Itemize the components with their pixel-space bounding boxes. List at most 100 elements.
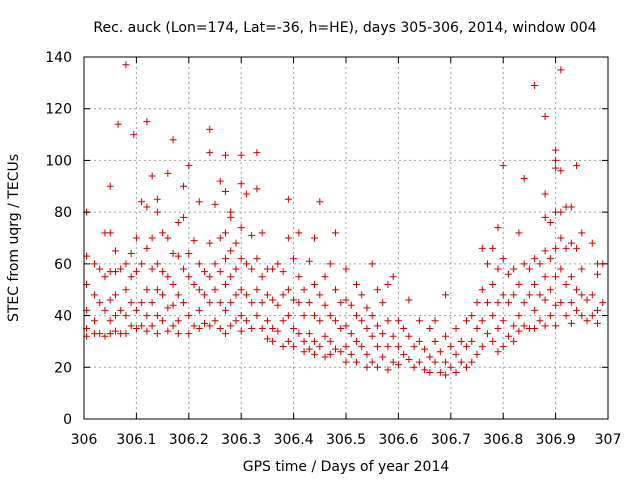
data-point (232, 291, 240, 299)
data-point (358, 291, 366, 299)
data-point (326, 260, 334, 268)
data-point (284, 312, 292, 320)
data-point (274, 260, 282, 268)
data-point (447, 363, 455, 371)
data-point (379, 330, 387, 338)
data-point (290, 325, 298, 332)
data-point (352, 358, 360, 366)
data-point (384, 317, 392, 325)
data-point (284, 286, 292, 294)
data-point (546, 255, 554, 263)
data-point (316, 317, 324, 325)
data-point (499, 343, 507, 351)
data-point (284, 337, 292, 345)
data-point (148, 322, 156, 330)
data-point (478, 317, 486, 325)
data-point (232, 265, 240, 273)
data-point (415, 337, 423, 345)
data-point (368, 312, 376, 320)
data-point (531, 325, 539, 332)
data-point (274, 327, 282, 335)
data-point (185, 273, 193, 281)
data-point (164, 327, 172, 335)
data-point (159, 229, 167, 237)
data-point (237, 312, 245, 320)
data-point (174, 317, 182, 325)
data-point (504, 332, 512, 340)
data-point (594, 319, 602, 327)
data-point (190, 281, 198, 289)
x-tick-label: 306.8 (483, 432, 523, 448)
data-point (258, 325, 266, 332)
data-point (305, 330, 313, 338)
data-point (148, 234, 156, 242)
data-point (111, 247, 119, 255)
data-point (195, 286, 203, 294)
data-point (190, 322, 198, 330)
tick-labels: 306 306.1 306.2 306.3 306.4 306.5 306.6 306.7 30… (45, 50, 621, 448)
data-point (541, 112, 549, 120)
data-point (127, 273, 135, 281)
data-point (594, 270, 602, 278)
data-point (394, 343, 402, 351)
x-tick-label: 306.4 (274, 432, 314, 448)
data-point (578, 265, 586, 273)
data-point (494, 265, 502, 273)
data-point (90, 260, 98, 268)
y-axis-label: STEC from uqrg / TECUs (6, 154, 22, 322)
data-point (153, 312, 161, 320)
data-point (332, 286, 340, 294)
data-point (180, 265, 188, 273)
data-point (536, 291, 544, 299)
data-point (321, 353, 329, 361)
data-point (237, 151, 245, 159)
data-point (101, 306, 109, 314)
data-point (269, 337, 277, 345)
data-point (227, 273, 235, 281)
data-point (269, 265, 277, 273)
data-point (295, 229, 303, 237)
data-point (321, 273, 329, 281)
data-point (483, 260, 491, 268)
data-point (483, 299, 491, 307)
data-point (478, 244, 486, 252)
data-point (442, 332, 450, 340)
data-point (394, 317, 402, 325)
data-point (504, 270, 512, 278)
data-point (400, 350, 408, 358)
data-point (169, 136, 177, 144)
data-point (599, 299, 607, 307)
data-point (489, 337, 497, 345)
data-point (442, 371, 450, 379)
data-point (447, 343, 455, 351)
data-point (557, 265, 565, 273)
data-point (122, 330, 130, 338)
data-point (552, 322, 560, 330)
data-point (300, 337, 308, 345)
data-point (567, 203, 575, 211)
data-point (159, 291, 167, 299)
data-point (127, 322, 135, 330)
data-point (562, 244, 570, 252)
y-tick-label: 60 (54, 257, 72, 273)
data-point (536, 260, 544, 268)
data-point (552, 244, 560, 252)
data-point (96, 299, 104, 307)
data-point (499, 317, 507, 325)
data-point (525, 265, 533, 273)
data-point (237, 327, 245, 335)
data-point (573, 244, 581, 252)
data-point (164, 234, 172, 242)
data-point (180, 182, 188, 190)
data-point (300, 286, 308, 294)
data-point (185, 330, 193, 338)
data-point (347, 301, 355, 309)
data-point (290, 255, 298, 263)
data-point (195, 306, 203, 314)
data-point (389, 273, 397, 281)
data-point (358, 343, 366, 351)
data-point (221, 330, 229, 338)
data-point (253, 312, 261, 320)
data-point (405, 296, 413, 304)
data-point (295, 299, 303, 307)
